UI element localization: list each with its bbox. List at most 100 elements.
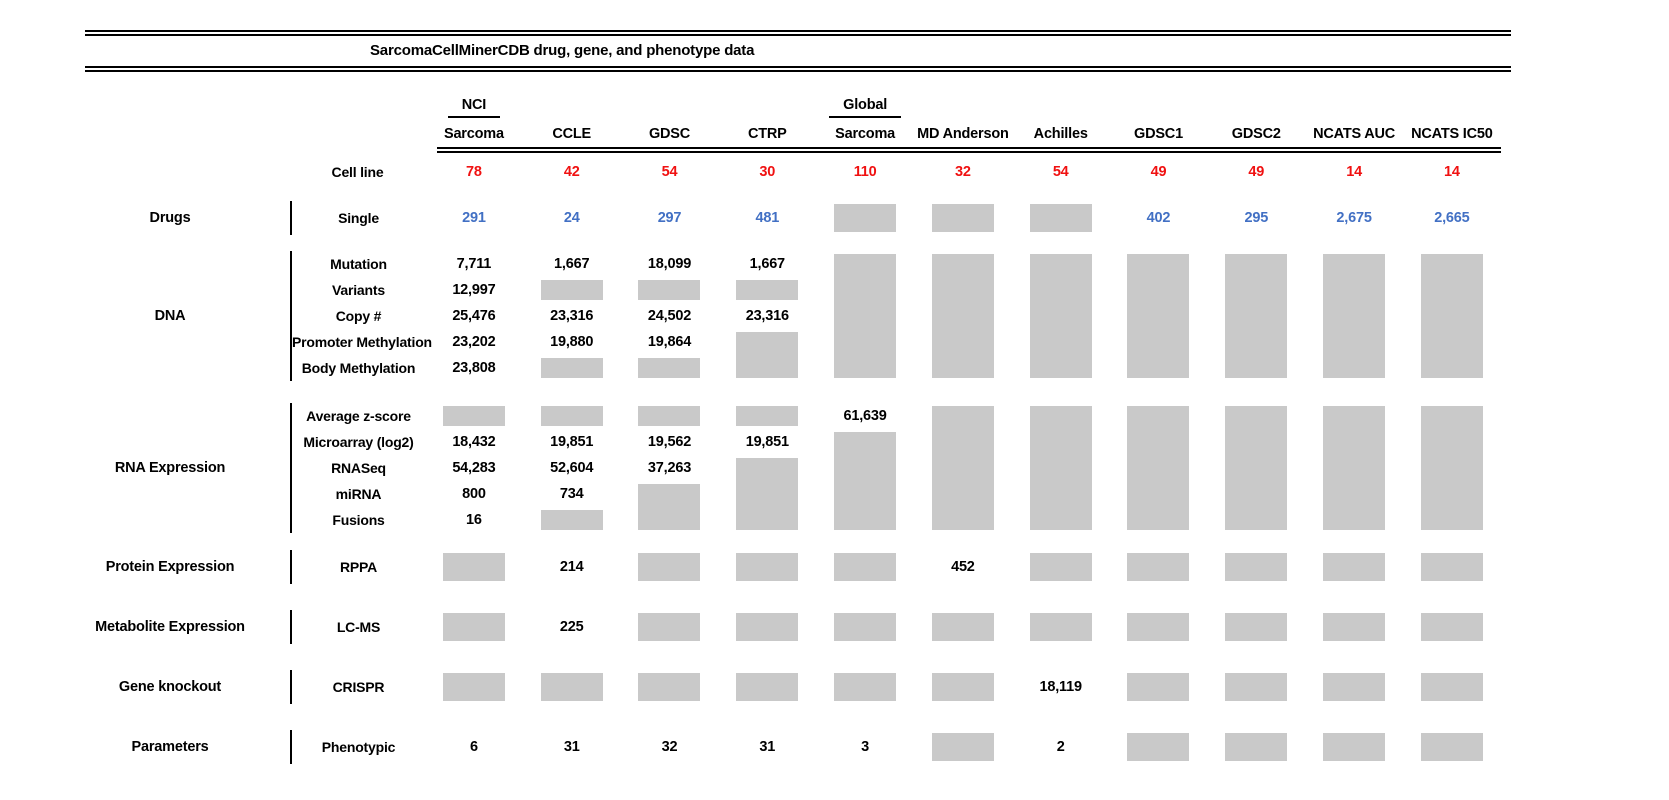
value-cell: 23,316 <box>745 307 789 324</box>
column-header-top-global-sarcoma: Global <box>816 94 914 118</box>
column-header-ctrp: CTRP <box>747 126 787 142</box>
value-cell: 23,316 <box>550 307 594 324</box>
value-cell: 2,675 <box>1336 209 1372 226</box>
value-cell: 225 <box>559 618 584 635</box>
data-cell-ncats-ic50 <box>1403 670 1501 704</box>
data-table: NCI Global Sarcoma CCLE GDSC CTRP Sarcoma MD An… <box>0 86 1510 764</box>
row-label-phenotypic: Phenotypic <box>321 739 396 755</box>
header-spacer <box>290 118 425 142</box>
value-cell: 214 <box>559 558 584 575</box>
row-label-crispr: CRISPR <box>332 679 385 695</box>
data-cell-ccle: 225 <box>523 610 621 644</box>
data-cell-ncats-ic50 <box>1403 550 1501 584</box>
value-cell: 16 <box>466 511 482 528</box>
column-header-ncats-auc: NCATS AUC <box>1313 126 1396 142</box>
column-header-top-gdsc <box>621 94 719 118</box>
empty-data-box <box>540 673 603 701</box>
row-group-label-gene-knockout: Gene knockout <box>118 679 222 695</box>
row-group-label-dna: DNA <box>154 308 186 324</box>
empty-data-box <box>834 613 897 641</box>
column-header-top-nci-sarcoma: NCI <box>425 94 523 118</box>
section-parameters: Parameters Phenotypic 6 31 32 31 3 2 <box>0 730 1510 764</box>
row-label-rnaseq: RNASeq <box>331 460 386 476</box>
title-rule-bottom <box>85 66 1511 72</box>
column-header-top-label-global-sarcoma: Global <box>829 94 902 118</box>
column-header-ncats-ic50: NCATS IC50 <box>1411 126 1493 142</box>
title-rule-top <box>85 30 1511 36</box>
value-cell: 31 <box>563 738 580 755</box>
data-cell-gdsc <box>621 670 719 704</box>
data-cell-ctrp <box>718 610 816 644</box>
data-cell-nci-sarcoma <box>425 550 523 584</box>
table-sections: Drugs Single 291 24 297 481 402 295 2,675 2,665 DN… <box>0 201 1510 764</box>
row-label-column-protein-expression: RPPA <box>290 550 425 584</box>
value-cell: 24 <box>563 209 580 226</box>
data-cell-achilles: 2 <box>1012 730 1110 764</box>
cell-line-count-nci-sarcoma: 78 <box>466 163 482 180</box>
data-cell-gdsc1 <box>1110 550 1208 584</box>
value-cell: 18,432 <box>452 433 496 450</box>
empty-data-box <box>1323 733 1386 761</box>
value-cell: 18,119 <box>1039 678 1083 695</box>
row-label-average-z-score: Average z-score <box>306 408 411 424</box>
column-header-top-label-nci-sarcoma: NCI <box>447 94 501 118</box>
value-cell: 19,851 <box>550 433 594 450</box>
header-spacer <box>0 94 290 118</box>
value-cell: 734 <box>559 485 584 502</box>
data-cell-gdsc1 <box>1110 670 1208 704</box>
data-cell-ctrp: 1,667 23,316 <box>718 251 816 381</box>
data-cell-ncats-ic50: 2,665 <box>1403 201 1501 235</box>
data-cell-ctrp <box>718 670 816 704</box>
row-group-label-protein-expression: Protein Expression <box>105 559 235 575</box>
data-cell-ncats-ic50 <box>1403 730 1501 764</box>
empty-data-box <box>1127 613 1190 641</box>
column-header-top-md-anderson <box>914 94 1012 118</box>
value-cell: 297 <box>657 209 682 226</box>
data-cell-ccle <box>523 670 621 704</box>
empty-data-box <box>540 358 603 378</box>
section-protein-expression: Protein Expression RPPA 214 452 <box>0 550 1510 584</box>
empty-data-box <box>1323 406 1386 530</box>
data-cell-gdsc2 <box>1207 670 1305 704</box>
empty-data-box <box>1225 673 1288 701</box>
data-cell-achilles: 18,119 <box>1012 670 1110 704</box>
data-cell-global-sarcoma: 3 <box>816 730 914 764</box>
empty-data-box <box>736 673 799 701</box>
data-cell-nci-sarcoma: 6 <box>425 730 523 764</box>
empty-data-box <box>834 673 897 701</box>
data-cell-nci-sarcoma <box>425 610 523 644</box>
data-cell-md-anderson <box>914 201 1012 235</box>
column-header-gdsc1: GDSC1 <box>1133 126 1183 142</box>
value-cell: 19,864 <box>647 333 692 350</box>
empty-data-box <box>1323 673 1386 701</box>
data-cell-gdsc <box>621 610 719 644</box>
row-label-body-methylation: Body Methylation <box>301 360 416 376</box>
data-cell-md-anderson <box>914 403 1012 533</box>
data-cell-ncats-ic50 <box>1403 251 1501 381</box>
empty-data-box <box>1127 733 1190 761</box>
empty-data-box <box>638 280 701 300</box>
data-cell-ncats-auc <box>1305 550 1403 584</box>
cell-line-count-md-anderson: 32 <box>955 163 971 180</box>
data-cell-global-sarcoma <box>816 251 914 381</box>
column-header-top-ncats-ic50 <box>1403 94 1501 118</box>
cell-line-count-ccle: 42 <box>563 163 580 180</box>
column-header-row: NCI Global Sarcoma CCLE GDSC CTRP Sarcoma MD An… <box>0 86 1510 153</box>
value-cell: 32 <box>661 738 678 755</box>
row-label-promoter-methylation: Promoter Methylation <box>292 334 432 350</box>
value-cell: 19,562 <box>647 433 692 450</box>
data-cell-ctrp: 19,851 <box>718 403 816 533</box>
data-cell-md-anderson <box>914 730 1012 764</box>
cell-line-count-ncats-ic50: 14 <box>1444 163 1460 180</box>
empty-data-box <box>931 254 994 378</box>
value-cell: 7,711 <box>456 255 492 272</box>
value-cell: 800 <box>462 485 486 502</box>
data-cell-ctrp: 31 <box>718 730 816 764</box>
row-label-variants: Variants <box>332 282 385 298</box>
cell-line-spacer <box>0 159 290 185</box>
empty-data-box <box>540 406 603 426</box>
empty-data-box <box>638 358 701 378</box>
column-header-gdsc2: GDSC2 <box>1231 126 1281 142</box>
value-cell: 2 <box>1056 738 1065 755</box>
